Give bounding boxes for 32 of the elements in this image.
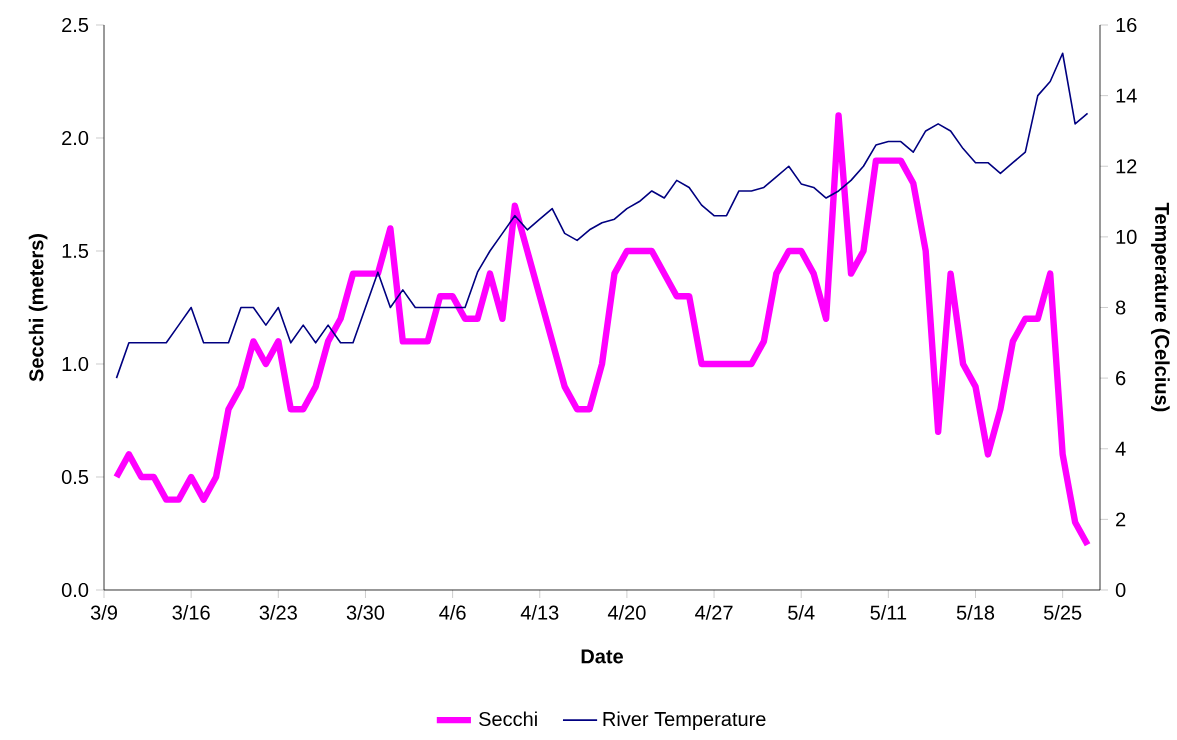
- y-axis-title: Secchi (meters): [28, 234, 48, 382]
- y2-tick-label: 2: [1116, 512, 1126, 527]
- x-tick-label: 3/9: [90, 605, 117, 620]
- y2-tick-label: 14: [1116, 88, 1137, 103]
- x-tick-label: 5/18: [956, 605, 995, 620]
- y2-tick-label: 16: [1116, 17, 1137, 33]
- x-tick-label: 4/27: [695, 605, 733, 620]
- y2-tick-label: 12: [1116, 159, 1137, 174]
- legend-label: Secchi: [479, 711, 537, 727]
- y-tick-label: 0.0: [61, 582, 89, 598]
- x-tick-label: 4/6: [439, 605, 466, 620]
- y2-tick-label: 0: [1115, 582, 1126, 598]
- legend-label: River Temperature: [603, 711, 766, 731]
- y2-tick-label: 8: [1115, 300, 1126, 315]
- y-tick-label: 1.5: [62, 244, 89, 258]
- y-tick-label: 2.5: [62, 17, 89, 33]
- x-tick-label: 5/25: [1044, 605, 1082, 620]
- x-tick-label: 5/11: [870, 605, 907, 620]
- x-tick-label: 3/16: [172, 605, 210, 620]
- y-tick-label: 0.5: [61, 469, 89, 485]
- y2-axis-title: Temperature (Celcius): [1151, 202, 1170, 412]
- y-tick-label: 1.0: [62, 356, 89, 372]
- x-tick-label: 3/23: [259, 605, 297, 620]
- x-tick-label: 3/30: [346, 605, 385, 620]
- y2-tick-label: 10: [1116, 229, 1137, 244]
- y2-tick-label: 4: [1115, 441, 1126, 456]
- y2-tick-label: 6: [1116, 371, 1126, 386]
- x-tick-label: 4/20: [607, 605, 646, 620]
- y-tick-label: 2.0: [62, 130, 89, 146]
- x-tick-label: 4/13: [520, 605, 559, 620]
- x-tick-label: 5/4: [788, 605, 815, 620]
- x-axis-title: Date: [581, 649, 623, 664]
